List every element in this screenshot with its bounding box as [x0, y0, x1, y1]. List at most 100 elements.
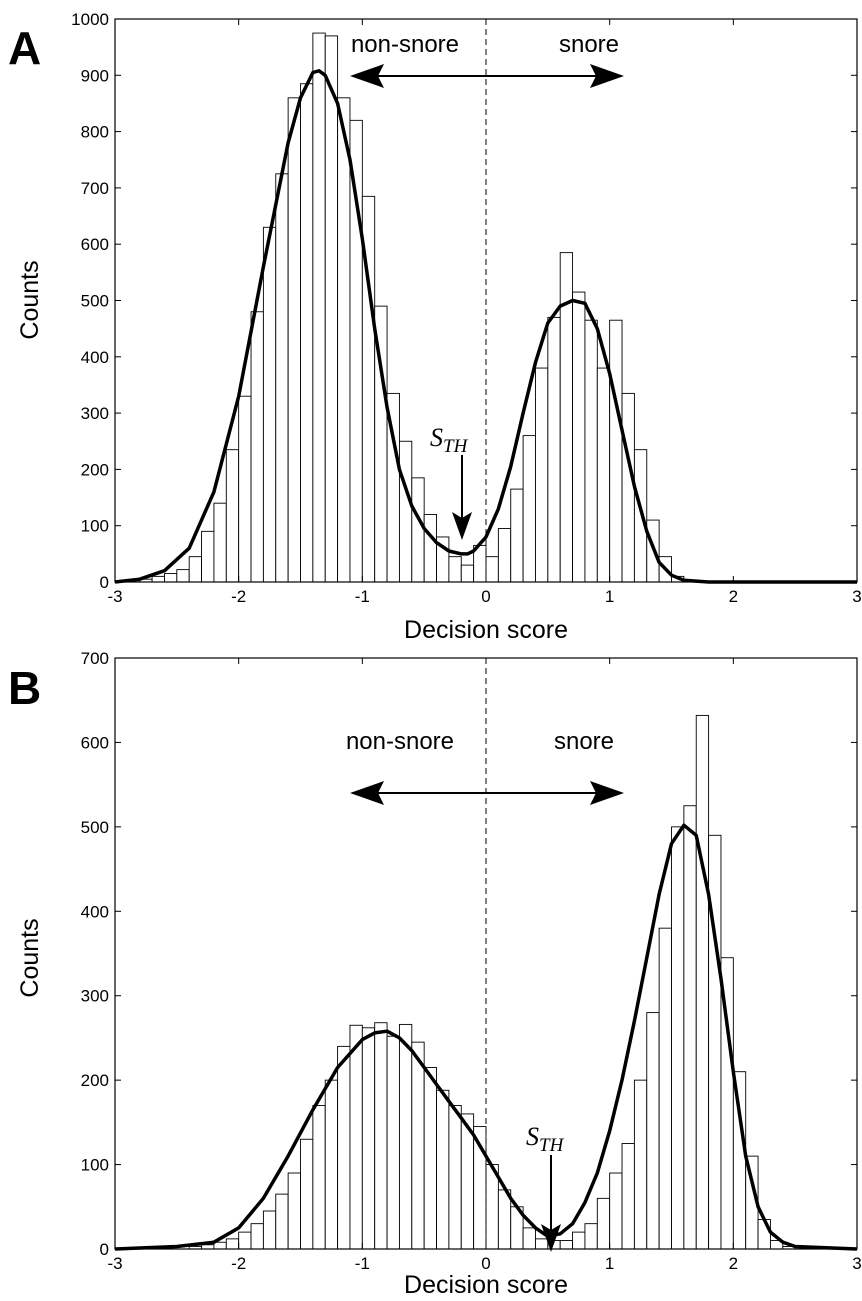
panel-a-sth-label: STH [430, 423, 469, 457]
panel-a-bar-27 [448, 556, 462, 583]
panel-a-x-tick-label-5: 2 [729, 587, 738, 606]
panel-b-bar-46 [757, 1218, 771, 1250]
panel-a-y-tick-label-0: 0 [100, 573, 109, 592]
panel-a-bar-12 [262, 226, 277, 583]
panel-a-region-arrow [350, 64, 624, 88]
panel-b-bar-25 [497, 1189, 512, 1250]
panel-a-bar-40 [609, 319, 623, 583]
panel-a-y-tick-label-5: 500 [81, 292, 109, 311]
panel-a-x-tick-label-1: -2 [231, 587, 246, 606]
panel-a-y-tick-label-7: 700 [81, 179, 109, 198]
panel-b-bar-34 [609, 1172, 623, 1250]
panel-a-x-ticks: -3 -2 -1 0 1 2 3 [107, 19, 862, 606]
panel-a-fit-curve [114, 69, 857, 584]
panel-a-bar-5 [176, 569, 190, 583]
panel-b-bar-14 [361, 1027, 376, 1250]
panel-b-bar-12 [337, 1045, 351, 1250]
panel-b-x-tick-label-4: 1 [605, 1254, 614, 1273]
panel-b-bar-35 [621, 1143, 635, 1250]
panel-a-y-tick-label-9: 900 [81, 66, 109, 85]
panel-a-x-tick-label-6: 3 [852, 587, 861, 606]
panel-a-snore-label: snore [559, 31, 619, 58]
panel-b-bar-5 [250, 1223, 264, 1250]
panel-a-bar-7 [201, 530, 215, 583]
panel-b-sth-main: S [526, 1122, 539, 1151]
panel-b-bar-39 [671, 826, 685, 1250]
panel-b-letter: B [8, 662, 41, 714]
panel-b-y-tick-label-1: 100 [81, 1156, 109, 1175]
panel-a: A -3 -2 -1 0 1 2 3 0 100 200 300 400 500 600 700 800 90… [8, 10, 862, 644]
panel-a-x-tick-label-4: 1 [605, 587, 614, 606]
panel-b-bar-10 [312, 1105, 326, 1250]
panel-b-x-tick-label-6: 3 [852, 1254, 861, 1273]
panel-b-bar-20 [436, 1089, 450, 1250]
panel-b-bar-7 [275, 1193, 289, 1250]
panel-a-bar-23 [398, 440, 413, 583]
panel-a-bar-3 [151, 575, 165, 583]
panel-a-histogram [114, 32, 697, 583]
panel-a-y-tick-label-8: 800 [81, 123, 109, 142]
panel-a-bar-37 [572, 291, 586, 583]
panel-b-bar-6 [262, 1210, 277, 1250]
panel-b-x-ticks: -3 -2 -1 0 1 2 3 [107, 658, 862, 1273]
panel-b-region-arrow [350, 781, 624, 805]
panel-b-bar-13 [349, 1024, 363, 1250]
panel-b-snore-label: snore [554, 728, 614, 755]
panel-a-x-tick-label-3: 0 [481, 587, 490, 606]
panel-b-bar-2 [213, 1241, 227, 1250]
panel-a-bar-8 [213, 502, 227, 583]
panel-b-bar-38 [658, 927, 672, 1250]
panel-a-bar-4 [164, 573, 178, 583]
panel-a-y-tick-label-3: 300 [81, 404, 109, 423]
panel-a-y-tick-label-10: 1000 [71, 10, 109, 29]
panel-a-letter: A [8, 22, 41, 74]
panel-b-bar-8 [287, 1172, 301, 1250]
panel-a-sth-main: S [430, 423, 443, 452]
panel-b-fit-curve [114, 823, 858, 1251]
panel-b-histogram [188, 714, 796, 1250]
panel-b-bar-40 [683, 805, 697, 1250]
panel-a-x-tick-label-0: -3 [107, 587, 122, 606]
panel-b-y-tick-label-6: 600 [81, 733, 109, 752]
panel-b-y-tick-label-4: 400 [81, 902, 109, 921]
panel-a-y-tick-label-6: 600 [81, 235, 109, 254]
panel-a-y-ticks: 0 100 200 300 400 500 600 700 800 900 1000 [71, 10, 857, 592]
panel-a-bar-33 [522, 435, 536, 583]
panel-b-bar-4 [238, 1231, 252, 1250]
panel-b-bar-27 [522, 1227, 536, 1250]
panel-b-x-axis-label: Decision score [404, 1271, 568, 1299]
panel-a-sth-arrow [452, 455, 472, 540]
panel-a-bar-25 [423, 513, 437, 583]
panel-b-bar-41 [695, 714, 710, 1250]
panel-b-y-tick-label-5: 500 [81, 818, 109, 837]
panel-a-sth-sub: TH [443, 436, 469, 457]
panel-a-bar-42 [633, 449, 648, 583]
panel-b-bar-28 [535, 1238, 549, 1250]
panel-b-y-tick-label-3: 300 [81, 987, 109, 1006]
panel-b-bar-31 [572, 1231, 586, 1250]
panel-b-bar-18 [411, 1041, 425, 1250]
panel-b-bar-32 [584, 1223, 598, 1250]
panel-a-non-snore-label: non-snore [351, 31, 459, 58]
panel-a-bar-14 [287, 97, 301, 583]
panel-a-y-axis-label: Counts [16, 260, 44, 339]
panel-b-bar-21 [448, 1105, 462, 1250]
panel-b-y-axis-label: Counts [16, 918, 44, 997]
panel-a-bar-11 [250, 311, 264, 583]
panel-a-y-tick-label-2: 200 [81, 460, 109, 479]
panel-a-bar-16 [312, 32, 326, 583]
panel-a-bar-39 [596, 367, 611, 583]
panel-a-bar-34 [535, 367, 549, 583]
panel-a-y-tick-label-4: 400 [81, 348, 109, 367]
panel-b-y-ticks: 0 100 200 300 400 500 600 700 [81, 649, 857, 1259]
panel-b-y-tick-label-7: 700 [81, 649, 109, 668]
panel-b-bar-17 [398, 1023, 413, 1250]
panel-b-x-tick-label-1: -2 [231, 1254, 246, 1273]
panel-a-bar-30 [485, 556, 499, 583]
panel-b-bar-37 [646, 1012, 660, 1250]
panel-b-x-tick-label-3: 0 [481, 1254, 490, 1273]
panel-a-bar-18 [337, 97, 351, 583]
panel-a-bar-28 [460, 564, 475, 583]
panel-b-bar-36 [633, 1079, 648, 1250]
